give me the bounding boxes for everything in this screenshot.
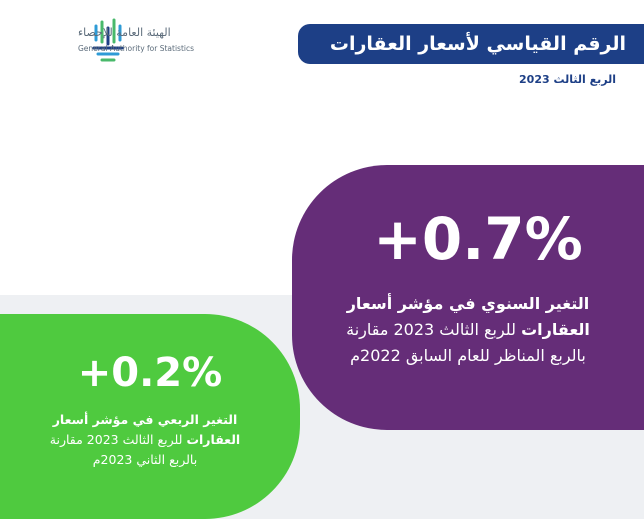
logo-english: General Authority for Statistics [78, 44, 195, 53]
quarterly-line: العقارات للربع الثالث 2023 مقارنة [0, 430, 290, 450]
title-banner: الرقم القياسي لأسعار العقارات [298, 24, 644, 64]
subtitle: الربع الثالث 2023 [519, 73, 616, 86]
logo-icon [92, 18, 124, 62]
annual-text: للربع الثالث 2023 مقارنة [346, 320, 522, 339]
logo-arabic: الهيئة العامة للإحصاء [78, 26, 171, 39]
annual-line: التغير السنوي في مؤشر أسعار [292, 291, 644, 317]
title: الرقم القياسي لأسعار العقارات [329, 33, 626, 55]
annual-card: +0.7% التغير السنوي في مؤشر أسعار العقار… [292, 165, 644, 430]
quarterly-text: التغير الربعي في مؤشر أسعار [52, 412, 238, 427]
quarterly-line: التغير الربعي في مؤشر أسعار [0, 410, 290, 430]
annual-bold: العقارات [521, 320, 590, 339]
quarterly-line: بالربع الثاني 2023م [92, 452, 198, 467]
quarterly-value: +0.2% [77, 350, 223, 396]
quarterly-card: +0.2% التغير الربعي في مؤشر أسعار العقار… [0, 314, 300, 519]
annual-text: التغير السنوي في مؤشر أسعار [346, 294, 590, 313]
quarterly-bold: العقارات [186, 432, 241, 447]
annual-line: العقارات للربع الثالث 2023 مقارنة [292, 317, 644, 343]
quarterly-text: للربع الثالث 2023 مقارنة [49, 432, 187, 447]
annual-line: بالربع المناظر للعام السابق 2022م [350, 346, 586, 365]
annual-value: +0.7% [373, 205, 583, 273]
